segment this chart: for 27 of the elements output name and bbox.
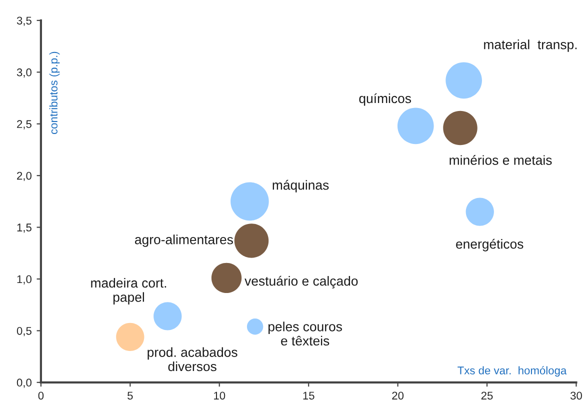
series-label: prod. acabados diversos [148, 347, 238, 372]
y-tick-label: 3,5 [16, 16, 32, 26]
x-axis-title: Txs de var. homóloga [458, 366, 567, 377]
y-axis-title: contributos (p.p.) [49, 52, 60, 134]
y-tick-label: 3,0 [16, 68, 32, 78]
x-tick-label: 30 [570, 392, 582, 400]
series-label: material transp. [484, 40, 577, 52]
series-label: energéticos [456, 238, 524, 252]
x-tick-label: 0 [38, 392, 44, 400]
series-label: máquinas [272, 180, 329, 192]
y-tick-label: 0,5 [16, 326, 32, 336]
x-tick-label: 5 [128, 392, 133, 400]
y-tick-label: 1,0 [17, 275, 32, 284]
y-tick-label: 0,0 [16, 378, 32, 388]
series-label: agro-alimentares [135, 234, 233, 247]
y-tick-label: 1,5 [17, 224, 32, 233]
series-label: vestuário e calçado [244, 276, 358, 288]
y-tick-label: 2,5 [17, 120, 32, 130]
x-tick-label: 25 [481, 392, 493, 400]
series-label: madeira cort. papel [91, 278, 166, 304]
series-label: peles couros e têxteis [268, 322, 342, 346]
x-tick-label: 20 [392, 392, 404, 400]
series-label: químicos [359, 93, 412, 106]
y-tick-label: 2,0 [17, 172, 32, 182]
x-tick-label: 15 [303, 392, 314, 400]
x-tick-label: 10 [214, 392, 226, 400]
series-label: minérios e metais [450, 155, 552, 165]
